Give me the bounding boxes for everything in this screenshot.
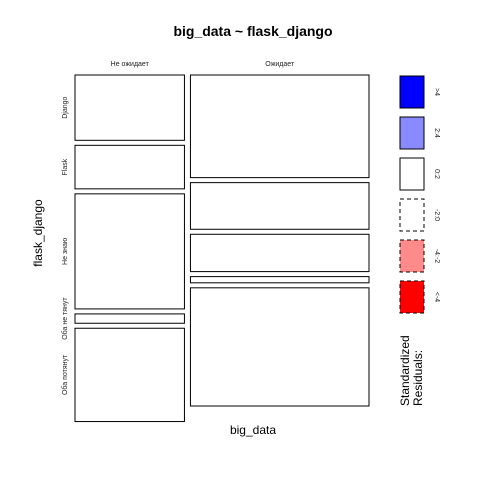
mosaic-cell-1-0 bbox=[189, 74, 370, 179]
mosaic-cell-0-1 bbox=[74, 144, 185, 190]
legend-swatch-2 bbox=[399, 157, 425, 191]
legend-label-0: >4 bbox=[433, 88, 440, 96]
column-label-1: Ожидает bbox=[265, 61, 295, 68]
mosaic-cell-1-4 bbox=[189, 287, 370, 407]
x-axis-title: big_data bbox=[230, 423, 276, 437]
legend-label-3: -2:0 bbox=[433, 209, 440, 221]
mosaic-cell-1-3 bbox=[189, 276, 370, 284]
legend-swatch-0 bbox=[399, 75, 425, 109]
mosaic-cell-1-1 bbox=[189, 182, 370, 230]
row-label-1: Flask bbox=[62, 158, 69, 175]
legend-swatch-3 bbox=[399, 198, 425, 232]
chart-title: big_data ~ flask_django bbox=[173, 23, 332, 39]
row-label-3: Оба не тянут bbox=[61, 297, 69, 340]
mosaic-cell-0-0 bbox=[74, 74, 185, 141]
mosaic-cell-0-4 bbox=[74, 327, 185, 423]
mosaic-cell-1-2 bbox=[189, 233, 370, 273]
legend-label-2: 0:2 bbox=[433, 169, 440, 179]
mosaic-cell-0-3 bbox=[74, 313, 185, 324]
mosaic-cells bbox=[74, 74, 370, 423]
legend-label-1: 2:4 bbox=[433, 128, 440, 138]
legend-title: StandardizedResiduals: bbox=[398, 335, 425, 406]
row-label-0: Django bbox=[62, 96, 69, 118]
mosaic-cell-0-2 bbox=[74, 193, 185, 310]
legend-swatch-4 bbox=[399, 239, 425, 273]
row-labels: Django Flask Не знаю Оба не тянут Оба потяну… bbox=[61, 96, 69, 395]
legend-label-5: <-4 bbox=[433, 292, 440, 302]
legend-swatch-5 bbox=[399, 280, 425, 314]
residuals-legend: >4 2:4 0:2 -2:0 -4:-2 <-4 StandardizedResidual… bbox=[398, 75, 440, 406]
row-label-4: Оба потянут bbox=[61, 354, 69, 395]
row-label-2: Не знаю bbox=[62, 238, 69, 265]
legend-label-4: -4:-2 bbox=[433, 249, 440, 264]
column-labels: Не ожидает Ожидает bbox=[111, 61, 295, 68]
column-label-0: Не ожидает bbox=[111, 61, 150, 68]
y-axis-title: flask_django bbox=[31, 199, 45, 267]
legend-swatch-1 bbox=[399, 116, 425, 150]
